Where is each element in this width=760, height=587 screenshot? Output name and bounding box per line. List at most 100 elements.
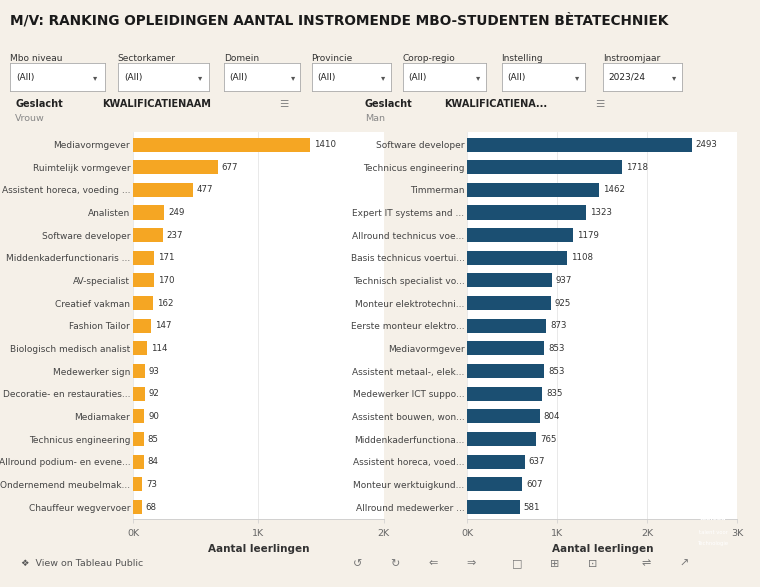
- Text: 925: 925: [555, 299, 571, 308]
- Text: Domein: Domein: [224, 54, 259, 63]
- Text: 607: 607: [526, 480, 543, 489]
- Text: (All): (All): [124, 73, 143, 82]
- Text: 84: 84: [147, 457, 158, 466]
- Bar: [467, 205, 587, 220]
- Text: 835: 835: [546, 389, 563, 398]
- Text: 2023/24: 2023/24: [608, 73, 645, 82]
- Text: ⇒: ⇒: [467, 558, 476, 569]
- Text: ▾: ▾: [673, 73, 676, 82]
- Text: 85: 85: [147, 434, 158, 444]
- Text: ☰: ☰: [279, 99, 288, 109]
- Bar: [133, 409, 144, 423]
- Text: Technologie: Technologie: [698, 541, 729, 546]
- Text: Sectorkamer: Sectorkamer: [118, 54, 176, 63]
- Text: (All): (All): [230, 73, 248, 82]
- Bar: [467, 228, 574, 242]
- Bar: [467, 296, 550, 310]
- Bar: [467, 319, 546, 333]
- Bar: [133, 274, 154, 288]
- Text: 162: 162: [157, 299, 173, 308]
- Text: 873: 873: [550, 321, 566, 330]
- Bar: [133, 387, 144, 401]
- Text: Geslacht: Geslacht: [15, 99, 63, 109]
- Bar: [133, 137, 310, 151]
- Text: 2493: 2493: [695, 140, 717, 149]
- Bar: [467, 160, 622, 174]
- Text: 937: 937: [556, 276, 572, 285]
- Text: 237: 237: [166, 231, 183, 239]
- Text: ↻: ↻: [391, 558, 400, 569]
- Bar: [133, 251, 154, 265]
- Text: ☰: ☰: [595, 99, 604, 109]
- Text: Man: Man: [365, 114, 385, 123]
- X-axis label: Aantal leerlingen: Aantal leerlingen: [207, 545, 309, 555]
- Text: ⇌: ⇌: [641, 558, 651, 569]
- Text: □: □: [511, 558, 522, 569]
- Bar: [467, 251, 567, 265]
- Bar: [467, 477, 522, 491]
- Text: Vrouw: Vrouw: [15, 114, 45, 123]
- Text: 92: 92: [148, 389, 159, 398]
- Bar: [467, 364, 544, 378]
- Text: 114: 114: [151, 344, 167, 353]
- Text: 1718: 1718: [626, 163, 648, 171]
- Text: 1410: 1410: [314, 140, 336, 149]
- Bar: [133, 432, 144, 446]
- Text: 804: 804: [543, 412, 560, 421]
- Text: 170: 170: [158, 276, 175, 285]
- Text: ↗: ↗: [679, 558, 689, 569]
- Text: tableau: tableau: [701, 516, 727, 521]
- Text: Geslacht: Geslacht: [365, 99, 413, 109]
- Text: 477: 477: [197, 185, 213, 194]
- Text: 73: 73: [146, 480, 157, 489]
- Text: Provincie: Provincie: [312, 54, 353, 63]
- Text: Instroomjaar: Instroomjaar: [603, 54, 660, 63]
- Bar: [467, 137, 692, 151]
- Bar: [133, 500, 141, 514]
- Bar: [467, 409, 540, 423]
- Text: ❖  View on Tableau Public: ❖ View on Tableau Public: [21, 559, 144, 568]
- Text: M/V: RANKING OPLEIDINGEN AANTAL INSTROMENDE MBO-STUDENTEN BÈTATECHNIEK: M/V: RANKING OPLEIDINGEN AANTAL INSTROME…: [10, 13, 668, 28]
- Text: (All): (All): [317, 73, 336, 82]
- Text: Corop-regio: Corop-regio: [403, 54, 455, 63]
- Text: (All): (All): [508, 73, 526, 82]
- Text: 1462: 1462: [603, 185, 625, 194]
- Text: 171: 171: [158, 254, 175, 262]
- Text: 765: 765: [540, 434, 557, 444]
- Text: ⊡: ⊡: [588, 558, 597, 569]
- Bar: [133, 455, 144, 469]
- Text: 853: 853: [548, 344, 565, 353]
- Bar: [467, 432, 537, 446]
- Text: ▾: ▾: [93, 73, 97, 82]
- Bar: [467, 500, 520, 514]
- Text: ↺: ↺: [353, 558, 362, 569]
- Text: talent voor: talent voor: [699, 530, 728, 535]
- Bar: [133, 160, 218, 174]
- Text: KWALIFICATIENAAM: KWALIFICATIENAAM: [103, 99, 211, 109]
- Text: Instelling: Instelling: [502, 54, 543, 63]
- Text: (All): (All): [409, 73, 427, 82]
- Text: 637: 637: [529, 457, 545, 466]
- Text: ▾: ▾: [198, 73, 202, 82]
- Bar: [467, 455, 524, 469]
- Text: Mbo niveau: Mbo niveau: [10, 54, 62, 63]
- Bar: [133, 477, 142, 491]
- Text: ⇐: ⇐: [429, 558, 438, 569]
- Bar: [467, 274, 552, 288]
- Bar: [467, 183, 599, 197]
- Text: 68: 68: [145, 502, 157, 511]
- Bar: [133, 364, 144, 378]
- Text: 581: 581: [524, 502, 540, 511]
- Bar: [133, 228, 163, 242]
- Text: 677: 677: [222, 163, 238, 171]
- Text: ⊞: ⊞: [550, 558, 559, 569]
- Bar: [133, 296, 154, 310]
- X-axis label: Aantal leerlingen: Aantal leerlingen: [552, 545, 653, 555]
- Text: (All): (All): [17, 73, 35, 82]
- Text: ▾: ▾: [382, 73, 385, 82]
- Bar: [133, 319, 151, 333]
- Text: 853: 853: [548, 367, 565, 376]
- Bar: [133, 205, 164, 220]
- Text: 147: 147: [155, 321, 172, 330]
- Text: ▾: ▾: [575, 73, 579, 82]
